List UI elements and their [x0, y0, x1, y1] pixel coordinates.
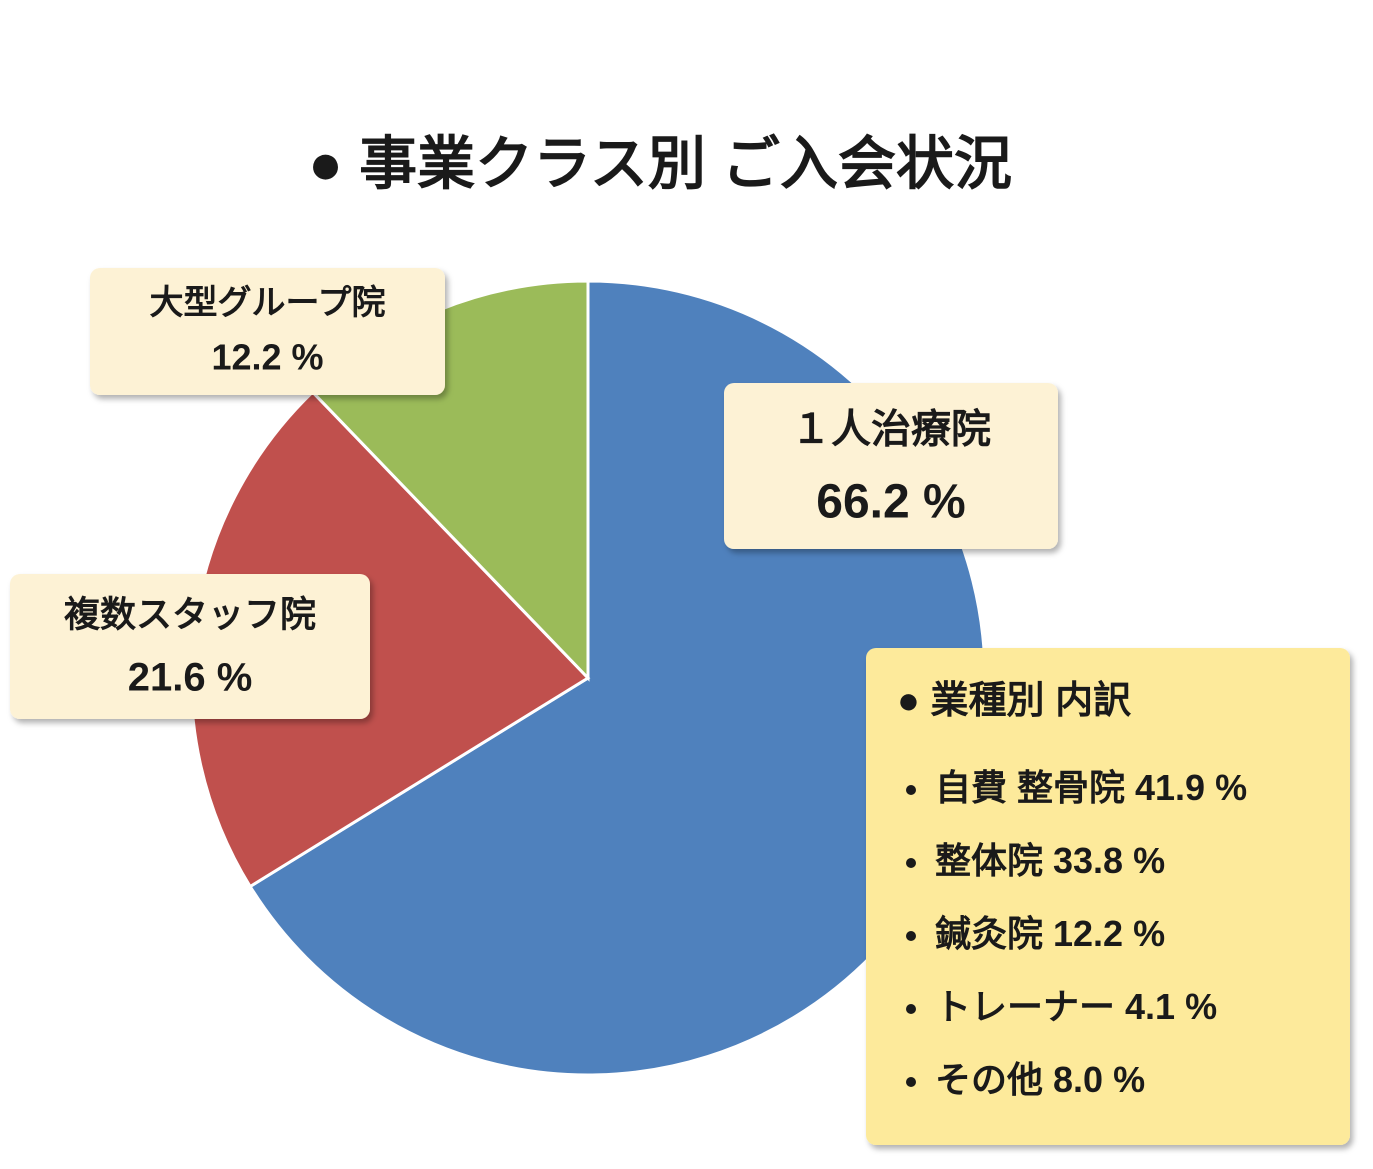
- label-box: [10, 574, 370, 719]
- breakdown-title: ● 業種別 内訳: [897, 680, 1131, 722]
- bullet: [906, 1004, 916, 1014]
- bullet: [906, 858, 916, 868]
- chart-title: ● 事業クラス別 ご入会状況: [308, 131, 1012, 196]
- value-label: 12.2 %: [211, 337, 323, 378]
- breakdown-box: [866, 648, 1350, 1145]
- labels: １人治療院 66.2 % 複数スタッフ院 21.6 % 大型グループ院 12.2 %: [10, 268, 1058, 719]
- label-box: [724, 383, 1058, 549]
- label-box: [90, 268, 445, 395]
- breakdown-item: トレーナー 4.1 %: [935, 986, 1217, 1027]
- item-label: 整体院: [935, 840, 1043, 881]
- breakdown-item: 鍼灸院 12.2 %: [935, 913, 1165, 954]
- item-label: 鍼灸院: [935, 913, 1043, 954]
- item-value: 4.1 %: [1125, 986, 1217, 1027]
- bullet: [906, 931, 916, 941]
- breakdown-items: 自費 整骨院 41.9 %整体院 33.8 %鍼灸院 12.2 %トレーナー 4.1 %…: [906, 767, 1247, 1100]
- bullet: [906, 785, 916, 795]
- value-label: 66.2 %: [816, 476, 965, 529]
- category-label: １人治療院: [791, 408, 991, 452]
- item-label: トレーナー: [935, 986, 1115, 1027]
- item-value: 12.2 %: [1053, 913, 1165, 954]
- category-label: 複数スタッフ院: [64, 594, 316, 635]
- item-value: 41.9 %: [1135, 767, 1247, 808]
- bullet: [906, 1077, 916, 1087]
- item-label: 自費 整骨院: [935, 767, 1125, 808]
- breakdown-item: 自費 整骨院 41.9 %: [935, 767, 1247, 808]
- item-value: 33.8 %: [1053, 840, 1165, 881]
- item-label: その他: [935, 1059, 1043, 1100]
- breakdown-item: その他 8.0 %: [935, 1059, 1145, 1100]
- breakdown-item: 整体院 33.8 %: [935, 840, 1165, 881]
- item-value: 8.0 %: [1053, 1059, 1145, 1100]
- value-label: 21.6 %: [128, 656, 253, 700]
- category-label: 大型グループ院: [150, 283, 386, 322]
